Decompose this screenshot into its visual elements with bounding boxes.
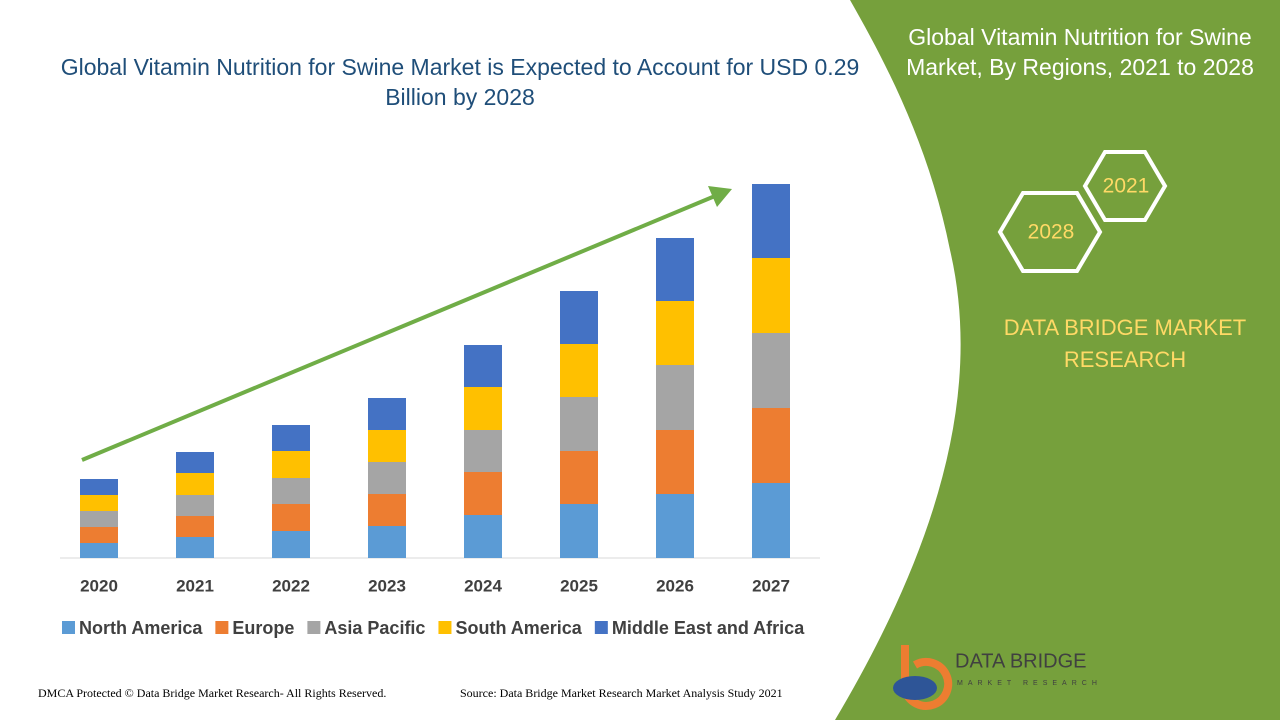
side-panel-bg [835, 0, 1280, 720]
legend-label: Middle East and Africa [612, 618, 805, 638]
x-tick-label: 2020 [80, 576, 118, 595]
legend-swatch [215, 621, 229, 634]
bar-segment [368, 398, 406, 430]
x-tick-label: 2021 [176, 576, 214, 595]
bar-segment [464, 515, 502, 558]
legend-label: North America [79, 618, 203, 638]
bar-segment [80, 495, 118, 511]
bar-segment [272, 504, 310, 531]
legend-label: Asia Pacific [324, 618, 425, 638]
footer-right: Source: Data Bridge Market Research Mark… [460, 686, 783, 700]
legend-swatch [307, 621, 321, 634]
hex-year: 2021 [1103, 175, 1150, 198]
bar-segment [368, 430, 406, 462]
bar-segment [752, 184, 790, 258]
brand: DATA BRIDGE MARKET RESEARCH [1003, 315, 1247, 372]
x-tick-label: 2027 [752, 576, 790, 595]
bar-segment [560, 504, 598, 558]
x-tick-label: 2023 [368, 576, 406, 595]
bar-segment [464, 387, 502, 430]
trend-arrow [81, 194, 716, 462]
bar-segment [464, 472, 502, 515]
bar-segment [176, 473, 214, 495]
bar-segment [752, 483, 790, 558]
bar-segment [176, 537, 214, 558]
hex-year: 2028 [1028, 221, 1075, 244]
bar-segment [560, 344, 598, 397]
bar-segment [80, 511, 118, 527]
side-title: Global Vitamin Nutrition for Swine Marke… [906, 24, 1254, 80]
bar-segment [656, 238, 694, 301]
bar-segment [176, 495, 214, 516]
bar-segment [272, 425, 310, 451]
arrow-head [708, 186, 732, 207]
legend-swatch [594, 621, 608, 634]
bar-segment [80, 479, 118, 495]
bar-segment [656, 430, 694, 494]
bar-segment [272, 451, 310, 478]
bar-segment [368, 462, 406, 494]
hexagon [997, 191, 1103, 273]
bar-segment [752, 333, 790, 408]
x-tick-label: 2024 [464, 576, 502, 595]
bar-segment [80, 527, 118, 543]
bar-segment [368, 526, 406, 558]
logo-name: DATA BRIDGE [955, 650, 1087, 672]
x-tick-label: 2026 [656, 576, 694, 595]
bar-segment [752, 408, 790, 483]
logo-tagline: MARKET RESEARCH [957, 680, 1102, 687]
bar-segment [176, 516, 214, 537]
legend-swatch [62, 621, 75, 634]
legend-swatch [438, 621, 452, 634]
hexagon [1082, 150, 1168, 222]
chart-title: Global Vitamin Nutrition for Swine Marke… [60, 54, 860, 110]
legend-label: Europe [232, 618, 294, 638]
bar-segment [176, 452, 214, 473]
footer-left: DMCA Protected © Data Bridge Market Rese… [38, 686, 387, 700]
bar-segment [368, 494, 406, 526]
bar-segment [752, 258, 790, 333]
bar-segment [560, 291, 598, 344]
bar-segment [656, 301, 694, 365]
bar-segment [464, 345, 502, 387]
logo: DATA BRIDGE MARKET RESEARCH [893, 645, 1102, 710]
x-tick-label: 2022 [272, 576, 310, 595]
bar-segment [80, 543, 118, 558]
bar-segment [656, 365, 694, 430]
x-tick-label: 2025 [560, 576, 598, 595]
bar-segment [560, 397, 598, 451]
legend-label: South America [455, 618, 582, 638]
bar-segment [272, 531, 310, 558]
plot: 2020 2021 2022 2023 2024 2025 2026 2027 North Am… [62, 184, 805, 638]
bar-segment [272, 478, 310, 504]
bar-segment [464, 430, 502, 472]
bar-segment [656, 494, 694, 558]
bar-segment [560, 451, 598, 504]
